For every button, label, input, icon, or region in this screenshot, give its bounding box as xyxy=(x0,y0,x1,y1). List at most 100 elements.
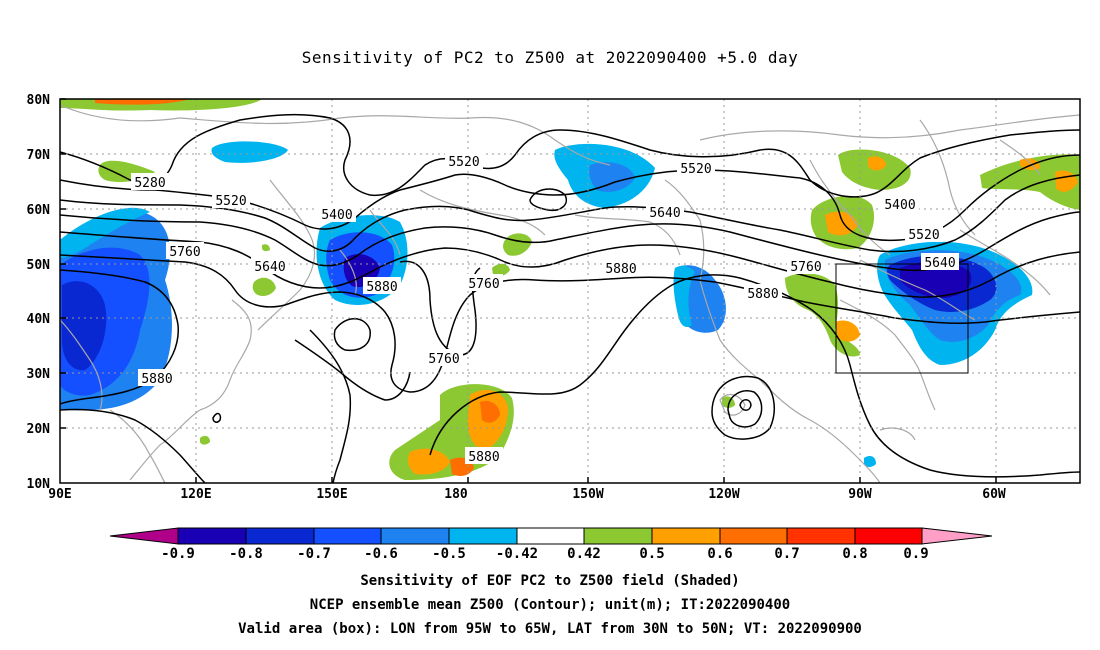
shade-positive-core xyxy=(835,320,860,342)
colorbar-label: -0.6 xyxy=(364,546,398,562)
colorbar-segment xyxy=(583,527,653,545)
contour-label: 5760 xyxy=(425,349,463,367)
longitude-label: 120W xyxy=(708,487,739,502)
contour-line xyxy=(739,399,752,411)
latitude-label: 30N xyxy=(27,367,51,382)
colorbar-label: -0.8 xyxy=(229,546,263,562)
longitude-label: 180 xyxy=(444,487,468,502)
latitude-labels: 80N 70N 60N 50N 40N 30N 20N 10N xyxy=(27,93,51,492)
coastline xyxy=(959,229,1051,296)
colorbar-segment xyxy=(380,527,450,545)
caption-line-1: Sensitivity of EOF PC2 to Z500 field (Sh… xyxy=(360,573,740,589)
axis-ticks xyxy=(60,98,997,483)
contour-line xyxy=(727,390,763,428)
svg-text:5880: 5880 xyxy=(468,450,499,465)
coastline xyxy=(879,427,916,441)
contour-label: 5760 xyxy=(166,242,204,260)
svg-text:5640: 5640 xyxy=(924,256,955,271)
shade-negative-region xyxy=(589,162,635,192)
longitude-label: 90W xyxy=(848,487,872,502)
svg-text:5400: 5400 xyxy=(884,198,915,213)
contour-label: 5280 xyxy=(131,173,169,191)
svg-text:5880: 5880 xyxy=(141,372,172,387)
shade-positive-core xyxy=(407,448,450,475)
contour-line xyxy=(60,113,1080,198)
coastline xyxy=(129,409,201,481)
colorbar-segment xyxy=(516,527,585,545)
longitude-label: 150W xyxy=(572,487,603,502)
contour-label: 5400 xyxy=(318,205,356,223)
contour-label: 5880 xyxy=(602,259,640,277)
contour-label: 5520 xyxy=(445,152,483,170)
colorbar-segment xyxy=(854,527,923,545)
coastline xyxy=(60,104,611,166)
contour-line xyxy=(294,339,411,401)
svg-text:5760: 5760 xyxy=(169,245,200,260)
colorbar-segment xyxy=(651,527,721,545)
contour-line xyxy=(333,318,371,352)
coastlines xyxy=(60,104,1080,483)
map-title: Sensitivity of PC2 to Z500 at 2022090400… xyxy=(301,48,799,67)
contour-label: 5880 xyxy=(744,284,782,302)
latitude-label: 60N xyxy=(27,203,51,218)
coastline xyxy=(339,249,357,296)
contour-label: 5520 xyxy=(212,191,250,209)
shade-positive-region xyxy=(252,277,276,296)
coastline xyxy=(109,409,166,483)
latitude-label: 20N xyxy=(27,422,51,437)
longitude-label: 90E xyxy=(48,487,71,502)
contour-line xyxy=(60,174,1080,253)
shade-positive-core xyxy=(480,400,500,423)
colorbar-lower-triangle xyxy=(110,528,178,544)
contour-label: 5640 xyxy=(251,257,289,275)
caption-line-2: NCEP ensemble mean Z500 (Contour); unit(… xyxy=(309,597,791,613)
coastline xyxy=(919,119,976,236)
contour-line xyxy=(212,412,222,423)
colorbar-labels: -0.9 -0.8 -0.7 -0.6 -0.5 -0.42 0.42 0.5 … xyxy=(161,546,929,562)
colorbar-segment xyxy=(313,527,382,545)
colorbar-segment xyxy=(448,527,518,545)
coastline xyxy=(199,299,252,411)
contour-line xyxy=(60,408,206,483)
contour-line xyxy=(60,269,179,405)
latitude-label: 80N xyxy=(27,93,51,108)
longitude-labels: 90E 120E 150E 180 150W 120W 90W 60W xyxy=(48,487,1006,502)
latitude-label: 70N xyxy=(27,148,51,163)
z500-contours xyxy=(60,113,1080,483)
shade-negative-core xyxy=(62,281,107,371)
shade-positive-core xyxy=(868,156,886,171)
svg-text:5520: 5520 xyxy=(908,228,939,243)
colorbar-segment xyxy=(786,527,856,545)
svg-text:5880: 5880 xyxy=(605,262,636,277)
colorbar xyxy=(109,527,993,545)
contour-label: 5760 xyxy=(465,274,503,292)
svg-text:5400: 5400 xyxy=(321,208,352,223)
latitude-label: 50N xyxy=(27,258,51,273)
colorbar-segment xyxy=(245,527,315,545)
shade-positive-region xyxy=(785,273,860,357)
colorbar-label: 0.9 xyxy=(903,546,928,562)
latitude-label: 10N xyxy=(27,477,51,492)
colorbar-label: 0.7 xyxy=(774,546,799,562)
colorbar-label: -0.9 xyxy=(161,546,195,562)
coastline xyxy=(839,299,936,411)
colorbar-segment xyxy=(719,527,788,545)
contour-label: 5520 xyxy=(905,225,943,243)
longitude-label: 150E xyxy=(316,487,347,502)
longitude-label: 120E xyxy=(180,487,211,502)
svg-text:5760: 5760 xyxy=(468,277,499,292)
coastline xyxy=(809,159,891,256)
svg-text:5880: 5880 xyxy=(366,280,397,295)
contour-label: 5880 xyxy=(138,369,176,387)
contour-labels: 5280 5520 5520 5520 5400 5400 xyxy=(131,152,959,465)
shade-positive-region xyxy=(980,154,1080,210)
shade-positive-region xyxy=(492,263,510,277)
colorbar-label: -0.42 xyxy=(496,546,538,562)
coastline xyxy=(369,209,401,256)
shade-negative-region xyxy=(864,456,876,467)
svg-text:5640: 5640 xyxy=(649,206,680,221)
svg-text:5520: 5520 xyxy=(680,162,711,177)
svg-text:5880: 5880 xyxy=(747,287,778,302)
svg-text:5520: 5520 xyxy=(215,194,246,209)
